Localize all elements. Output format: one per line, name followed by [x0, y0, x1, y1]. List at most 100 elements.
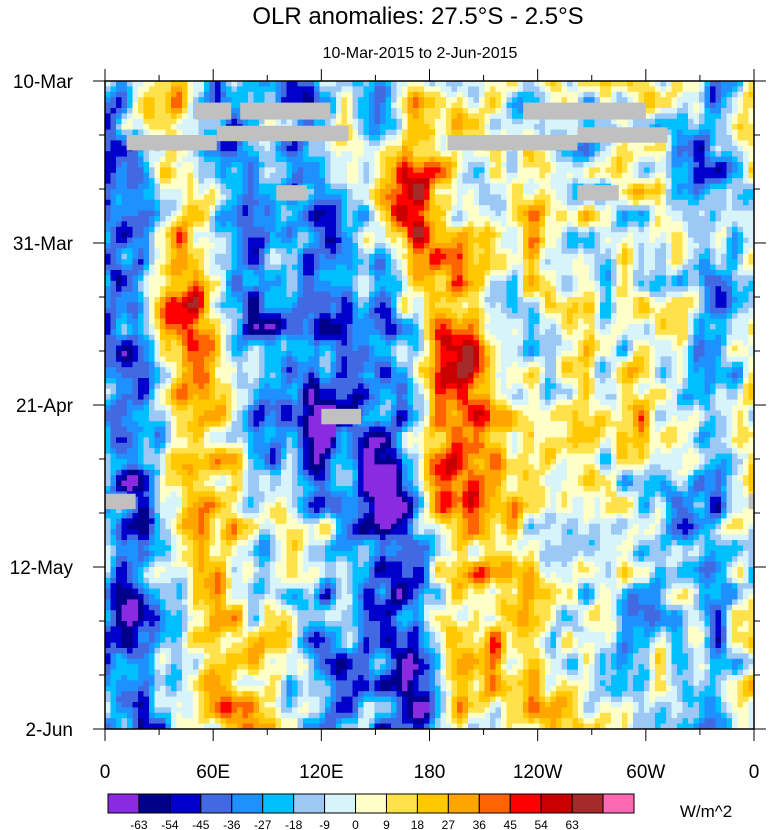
- field-cell: [231, 102, 238, 109]
- field-cell: [567, 205, 574, 212]
- field-cell: [242, 91, 249, 98]
- field-cell: [176, 91, 183, 98]
- field-cell: [704, 237, 711, 244]
- field-cell: [402, 280, 409, 287]
- field-cell: [396, 97, 403, 104]
- field-cell: [391, 167, 398, 174]
- field-cell: [358, 286, 365, 293]
- field-cell: [237, 259, 244, 266]
- field-cell: [314, 264, 321, 271]
- field-cell: [105, 205, 112, 212]
- field-cell: [286, 291, 293, 298]
- field-cell: [699, 183, 706, 190]
- field-cell: [688, 259, 695, 266]
- field-cell: [336, 194, 343, 201]
- field-cell: [253, 297, 260, 303]
- field-cell: [748, 118, 754, 125]
- field-cell: [226, 259, 233, 266]
- field-cell: [396, 264, 403, 271]
- field-cell: [644, 151, 651, 158]
- field-cell: [418, 167, 425, 174]
- field-cell: [616, 118, 623, 125]
- field-cell: [583, 216, 590, 222]
- field-cell: [264, 259, 271, 266]
- field-cell: [231, 237, 238, 244]
- field-cell: [259, 183, 266, 190]
- field-cell: [677, 232, 684, 239]
- field-cell: [198, 97, 205, 104]
- field-cell: [424, 291, 431, 298]
- field-cell: [583, 264, 590, 271]
- field-cell: [506, 226, 513, 233]
- field-cell: [292, 226, 299, 233]
- field-cell: [187, 205, 194, 212]
- field-cell: [154, 178, 161, 185]
- field-cell: [561, 259, 568, 266]
- field-cell: [655, 156, 662, 163]
- field-cell: [424, 232, 431, 239]
- field-cell: [572, 97, 579, 104]
- field-cell: [292, 172, 299, 179]
- field-cell: [649, 243, 656, 249]
- field-cell: [319, 140, 326, 147]
- field-cell: [688, 216, 695, 222]
- field-cell: [616, 221, 623, 228]
- field-cell: [743, 162, 750, 168]
- field-cell: [132, 91, 139, 98]
- field-cell: [506, 151, 513, 158]
- field-cell: [435, 102, 442, 109]
- field-cell: [457, 291, 464, 298]
- field-cell: [380, 297, 387, 303]
- field-cell: [715, 280, 722, 287]
- field-cell: [616, 291, 623, 298]
- field-cell: [506, 286, 513, 293]
- field-cell: [660, 248, 667, 255]
- field-cell: [127, 291, 134, 298]
- field-cell: [567, 210, 574, 217]
- field-cell: [671, 199, 678, 206]
- field-cell: [385, 199, 392, 206]
- field-cell: [314, 189, 321, 195]
- field-cell: [649, 81, 656, 87]
- field-cell: [215, 286, 222, 293]
- field-cell: [281, 291, 288, 298]
- field-cell: [182, 232, 189, 239]
- field-cell: [402, 226, 409, 233]
- field-cell: [314, 232, 321, 239]
- field-cell: [484, 216, 491, 222]
- field-cell: [132, 172, 139, 179]
- field-cell: [666, 270, 673, 276]
- field-cell: [259, 199, 266, 206]
- field-cell: [193, 264, 200, 271]
- field-cell: [171, 113, 178, 120]
- field-cell: [715, 221, 722, 228]
- field-cell: [209, 226, 216, 233]
- field-cell: [666, 145, 673, 152]
- field-cell: [424, 237, 431, 244]
- field-cell: [693, 91, 700, 98]
- field-cell: [275, 275, 282, 282]
- field-cell: [671, 210, 678, 217]
- field-cell: [110, 243, 117, 249]
- field-cell: [523, 237, 530, 244]
- field-cell: [407, 194, 414, 201]
- field-cell: [264, 162, 271, 168]
- field-cell: [671, 237, 678, 244]
- field-cell: [424, 108, 431, 114]
- field-cell: [539, 81, 546, 87]
- field-cell: [396, 118, 403, 125]
- field-cell: [275, 210, 282, 217]
- field-cell: [347, 151, 354, 158]
- field-cell: [726, 167, 733, 174]
- field-cell: [468, 270, 475, 276]
- field-cell: [649, 291, 656, 298]
- field-cell: [688, 129, 695, 136]
- field-cell: [336, 151, 343, 158]
- field-cell: [715, 248, 722, 255]
- field-cell: [116, 199, 123, 206]
- field-cell: [748, 178, 754, 185]
- field-cell: [319, 243, 326, 249]
- field-cell: [539, 216, 546, 222]
- field-cell: [198, 216, 205, 222]
- field-cell: [369, 210, 376, 217]
